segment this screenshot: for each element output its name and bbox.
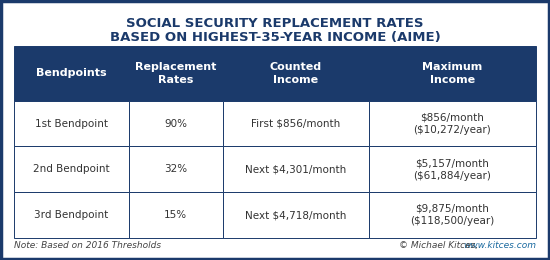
Text: 2nd Bendpoint: 2nd Bendpoint: [33, 164, 110, 174]
Text: SOCIAL SECURITY REPLACEMENT RATES: SOCIAL SECURITY REPLACEMENT RATES: [126, 17, 424, 30]
FancyBboxPatch shape: [223, 46, 369, 101]
Text: $9,875/month
($118,500/year): $9,875/month ($118,500/year): [410, 204, 494, 226]
Text: Maximum
Income: Maximum Income: [422, 62, 482, 84]
Text: Next $4,718/month: Next $4,718/month: [245, 210, 346, 220]
FancyBboxPatch shape: [223, 192, 369, 238]
Text: Next $4,301/month: Next $4,301/month: [245, 164, 346, 174]
FancyBboxPatch shape: [129, 146, 223, 192]
Text: 90%: 90%: [164, 119, 188, 129]
Text: First $856/month: First $856/month: [251, 119, 340, 129]
FancyBboxPatch shape: [129, 101, 223, 146]
FancyBboxPatch shape: [129, 46, 223, 101]
FancyBboxPatch shape: [369, 46, 536, 101]
FancyBboxPatch shape: [369, 146, 536, 192]
Text: Replacement
Rates: Replacement Rates: [135, 62, 217, 84]
Text: Counted
Income: Counted Income: [270, 62, 322, 84]
FancyBboxPatch shape: [129, 192, 223, 238]
Text: © Michael Kitces,: © Michael Kitces,: [399, 241, 481, 250]
FancyBboxPatch shape: [14, 146, 129, 192]
FancyBboxPatch shape: [14, 101, 129, 146]
FancyBboxPatch shape: [223, 146, 369, 192]
Text: www.kitces.com: www.kitces.com: [463, 241, 536, 250]
Text: Bendpoints: Bendpoints: [36, 68, 107, 78]
Text: $856/month
($10,272/year): $856/month ($10,272/year): [414, 112, 491, 135]
FancyBboxPatch shape: [14, 46, 129, 101]
FancyBboxPatch shape: [369, 192, 536, 238]
FancyBboxPatch shape: [223, 101, 369, 146]
Text: 15%: 15%: [164, 210, 188, 220]
Text: $5,157/month
($61,884/year): $5,157/month ($61,884/year): [414, 158, 491, 180]
Text: BASED ON HIGHEST-35-YEAR INCOME (AIME): BASED ON HIGHEST-35-YEAR INCOME (AIME): [109, 31, 441, 44]
FancyBboxPatch shape: [369, 101, 536, 146]
Text: 1st Bendpoint: 1st Bendpoint: [35, 119, 108, 129]
FancyBboxPatch shape: [14, 192, 129, 238]
Text: Note: Based on 2016 Thresholds: Note: Based on 2016 Thresholds: [14, 241, 161, 250]
Text: 3rd Bendpoint: 3rd Bendpoint: [34, 210, 108, 220]
Text: 32%: 32%: [164, 164, 188, 174]
